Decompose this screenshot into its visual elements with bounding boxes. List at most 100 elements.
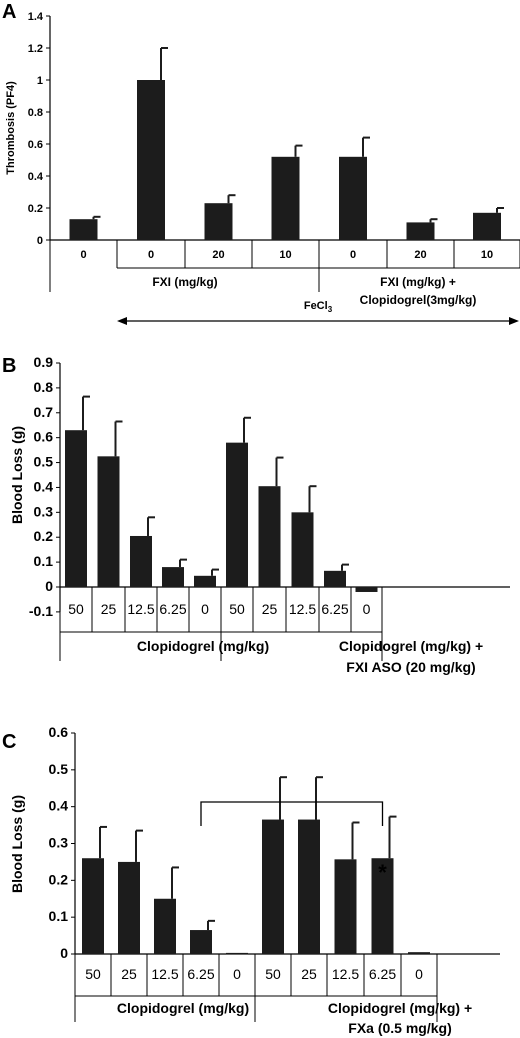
- panel-c-y-tick-label: 0.4: [49, 798, 69, 814]
- panel-c-x-tick-label: 0: [233, 966, 241, 982]
- panel-a-x-tick-label: 10: [481, 249, 493, 261]
- panel-b-y-tick-label: 0.6: [34, 429, 54, 445]
- arrow-label-main: FeCl: [304, 300, 328, 312]
- panel-a-y-tick-label: 1: [37, 75, 43, 87]
- panel-b-y-tick-label: 0.8: [34, 379, 54, 395]
- panel-a-group-label-2: FXI (mg/kg) +: [380, 275, 456, 289]
- panel-b-y-tick-label: 0.3: [34, 503, 54, 519]
- panel-a-y-tick-label: 0.6: [28, 139, 43, 151]
- panel-a-bar: [137, 80, 165, 240]
- panel-b-x-tick-label: 25: [101, 601, 117, 617]
- panel-b-y-tick-label: 0.9: [34, 354, 54, 370]
- panel-c-group-label-2-line2: FXa (0.5 mg/kg): [348, 1020, 451, 1036]
- panel-c-bar: [408, 952, 430, 954]
- panel-c-bar: [371, 858, 394, 954]
- panel-b-letter: B: [2, 355, 16, 377]
- panel-c-significance-marker: *: [378, 860, 387, 885]
- panel-a-bar: [204, 203, 233, 240]
- panel-c-bar: [334, 859, 357, 954]
- panel-c-x-tick-label: 6.25: [369, 966, 396, 982]
- panel-a-y-tick-label: 1.4: [28, 11, 44, 23]
- panel-a-arrow-head-left: [117, 317, 127, 325]
- panel-b-y-tick-label: 0.1: [34, 553, 54, 569]
- panel-b-y-tick-label: -0.1: [29, 603, 53, 619]
- panel-b-x-tick-label: 50: [68, 601, 84, 617]
- panel-b-x-tick-label: 0: [201, 601, 209, 617]
- panel-c-x-tick-label: 50: [85, 966, 101, 982]
- panel-a-x-tick-label: 10: [279, 249, 291, 261]
- panel-b-x-tick-label: 12.5: [127, 601, 154, 617]
- panel-c-x-tick-label: 12.5: [151, 966, 178, 982]
- panel-c-x-tick-label: 12.5: [332, 966, 359, 982]
- panel-a-arrow-label: FeCl3: [304, 300, 333, 314]
- panel-c-bar: [154, 898, 176, 954]
- panel-c-x-tick-label: 25: [121, 966, 137, 982]
- panel-a-group-label-2-line2: Clopidogrel(3mg/kg): [360, 293, 477, 307]
- panel-b-x-tick-label: 12.5: [289, 601, 316, 617]
- panel-a-x-tick-label: 0: [80, 249, 86, 261]
- panel-c-group-label-1: Clopidogrel (mg/kg): [117, 1000, 249, 1016]
- panel-b-y-tick-label: 0.5: [34, 454, 54, 470]
- panel-b-y-tick-label: 0: [45, 578, 53, 594]
- panel-c-x-tick-label: 6.25: [187, 966, 214, 982]
- panel-b-bar: [130, 535, 152, 587]
- panel-a-bar: [406, 222, 435, 240]
- panel-b-x-tick-label: 6.25: [321, 601, 348, 617]
- panel-a-y-tick-label: 0.8: [28, 107, 43, 119]
- panel-c-bar: [262, 819, 284, 954]
- panel-c-x-tick-label: 25: [301, 966, 317, 982]
- panel-a-group-label-1: FXI (mg/kg): [152, 275, 217, 289]
- panel-a-y-axis-label: Thrombosis (PF4): [5, 81, 17, 175]
- panel-c-y-tick-label: 0.1: [49, 908, 69, 924]
- panel-b-x-tick-label: 0: [363, 601, 371, 617]
- panel-a-letter: A: [2, 1, 16, 23]
- panel-a-bar: [339, 156, 367, 240]
- panel-c-x-tick-label: 0: [415, 966, 423, 982]
- panel-b-bar: [162, 567, 184, 587]
- panel-a-bar: [271, 156, 300, 240]
- panel-b-y-tick-label: 0.2: [34, 528, 54, 544]
- panel-c-bar: [82, 858, 104, 954]
- panel-b-x-tick-label: 6.25: [159, 601, 186, 617]
- panel-c-bar: [118, 861, 140, 954]
- panel-c-y-tick-label: 0.3: [49, 835, 69, 851]
- panel-a-bar: [473, 212, 501, 240]
- panel-a-x-tick-label: 20: [414, 249, 426, 261]
- panel-c-letter: C: [2, 731, 16, 753]
- panel-c-bar: [298, 819, 320, 954]
- panel-c-bar: [190, 930, 212, 954]
- panel-c-y-axis-label: Blood Loss (g): [9, 795, 25, 893]
- panel-a-y-tick-label: 1.2: [28, 43, 43, 55]
- panel-b-group-label-1: Clopidogrel (mg/kg): [137, 638, 269, 654]
- panel-c-y-tick-label: 0.6: [49, 724, 69, 740]
- panel-c-significance-bracket: [200, 801, 384, 826]
- panel-b-bar: [258, 486, 281, 587]
- panel-c-bar: [226, 952, 248, 955]
- panel-b-bar: [355, 587, 378, 592]
- panel-a-arrow-head-right: [509, 317, 519, 325]
- panel-a-x-tick-label: 0: [350, 249, 356, 261]
- panel-c-y-tick-label: 0.5: [49, 761, 69, 777]
- panel-a-x-tick-label: 20: [212, 249, 224, 261]
- panel-b-group-label-2: Clopidogrel (mg/kg) +: [339, 638, 483, 654]
- panel-b-bar: [291, 512, 314, 587]
- panel-b-bar: [194, 575, 216, 587]
- panel-c-y-tick-label: 0: [60, 945, 68, 961]
- panel-b-x-tick-label: 50: [229, 601, 245, 617]
- panel-b-group-label-2-line2: FXI ASO (20 mg/kg): [346, 659, 475, 675]
- panel-c-x-tick-label: 50: [265, 966, 281, 982]
- panel-b-bar: [226, 442, 248, 587]
- panel-b-y-tick-label: 0.7: [34, 404, 54, 420]
- panel-b-y-tick-label: 0.4: [34, 478, 54, 494]
- panel-c-group-label-2: Clopidogrel (mg/kg) +: [328, 1000, 472, 1016]
- panel-a-bar: [69, 219, 98, 240]
- panel-b-y-axis-label: Blood Loss (g): [9, 426, 25, 524]
- panel-c-y-tick-label: 0.2: [49, 871, 69, 887]
- panel-a-y-tick-label: 0.2: [28, 203, 43, 215]
- arrow-label-subscript: 3: [328, 305, 333, 314]
- panel-a-y-tick-label: 0: [37, 235, 43, 247]
- panel-a-x-tick-label: 0: [148, 249, 154, 261]
- panel-b-bar: [97, 456, 120, 587]
- panel-a-y-tick-label: 0.4: [28, 171, 44, 183]
